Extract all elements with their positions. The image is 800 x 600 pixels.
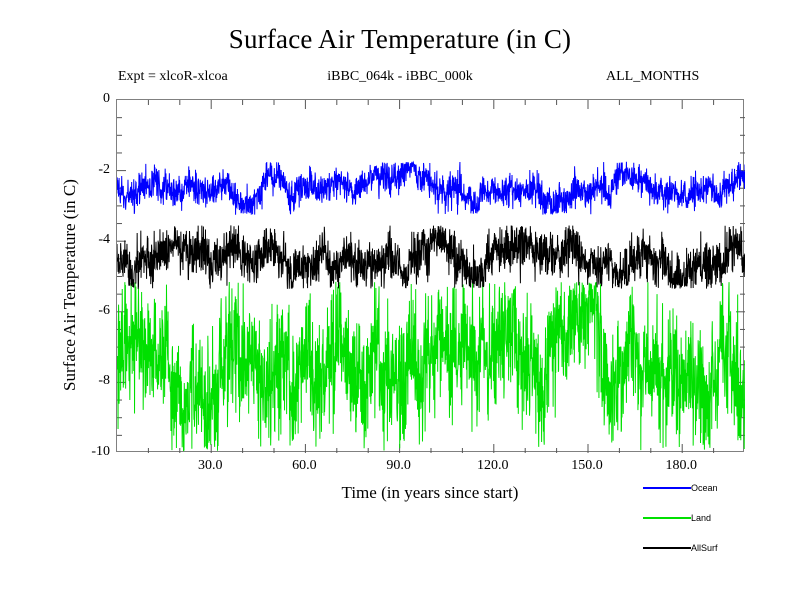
legend-label: AllSurf (691, 543, 718, 553)
y-tick-label: -2 (98, 161, 110, 177)
legend-swatch-icon (643, 517, 691, 519)
y-tick-label: 0 (103, 91, 110, 106)
x-tick-label: 90.0 (386, 458, 411, 473)
subtitle-experiment: Expt = xlcoR-xlcoa (118, 69, 228, 84)
x-tick-label: 120.0 (477, 458, 509, 473)
x-tick-label: 150.0 (571, 458, 603, 473)
subtitle-run-comparison: iBBC_064k - iBBC_000k (327, 69, 473, 84)
y-axis-tick-labels: 0 -2 -4 -6 -8 -10 (66, 91, 110, 459)
chart-legend: Ocean Land AllSurf (640, 480, 790, 570)
x-axis-tick-labels: 30.0 60.0 90.0 120.0 150.0 180.0 (116, 458, 744, 480)
x-tick-label: 60.0 (292, 458, 317, 473)
y-tick-label: -4 (98, 232, 110, 248)
series-line-allsurf (117, 225, 745, 290)
legend-swatch-icon (643, 547, 691, 549)
legend-item-allsurf[interactable]: AllSurf (640, 540, 790, 556)
legend-swatch-icon (643, 487, 691, 489)
x-tick-label: 180.0 (665, 458, 697, 473)
y-tick-label: -10 (91, 444, 110, 459)
legend-label: Ocean (691, 483, 718, 493)
legend-item-ocean[interactable]: Ocean (640, 480, 790, 496)
series-line-land (117, 281, 745, 452)
legend-label: Land (691, 513, 712, 523)
legend-item-land[interactable]: Land (640, 510, 790, 526)
timeseries-svg (117, 100, 745, 453)
y-tick-label: -6 (98, 302, 110, 318)
x-axis-label: Time (in years since start) (341, 483, 519, 502)
plot-area (116, 99, 745, 453)
chart-title: Surface Air Temperature (in C) (228, 24, 572, 54)
series-line-ocean (117, 160, 745, 216)
y-tick-label: -8 (98, 373, 110, 389)
x-tick-label: 30.0 (197, 458, 223, 473)
subtitle-months: ALL_MONTHS (606, 69, 700, 84)
